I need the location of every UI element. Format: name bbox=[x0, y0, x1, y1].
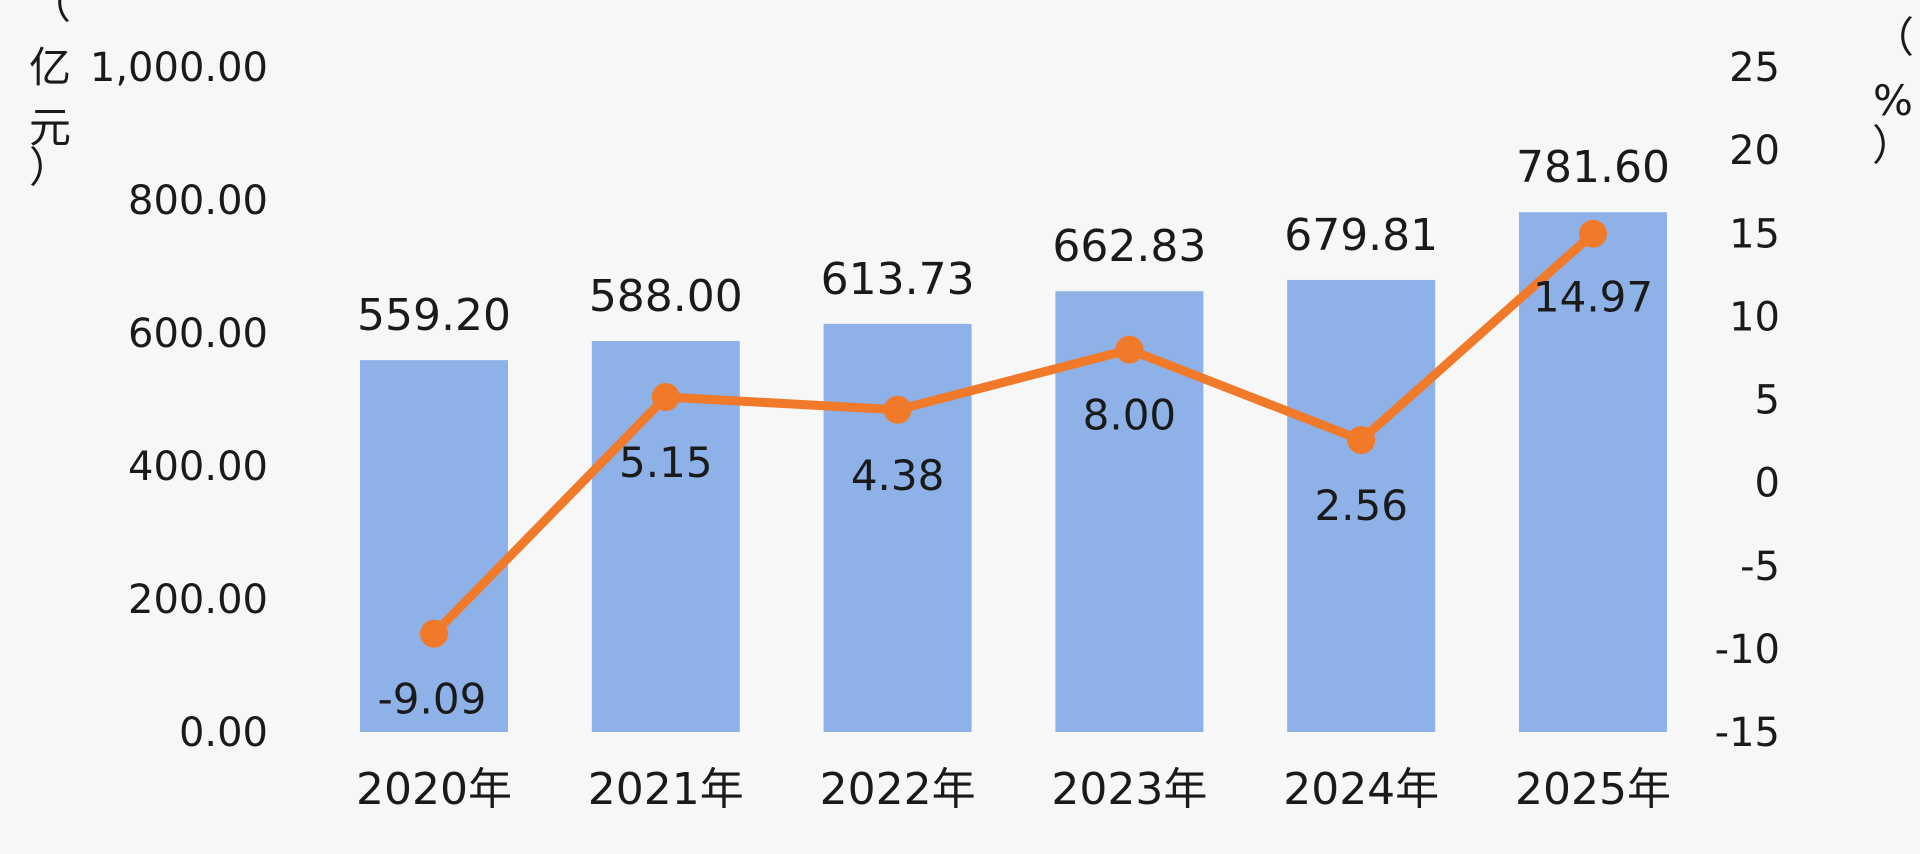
bar-value-label-4: 679.81 bbox=[1284, 210, 1438, 261]
y-right-axis-title-0: （ bbox=[1872, 13, 1914, 62]
y-right-axis-title-1: % bbox=[1873, 76, 1913, 125]
bar-value-label-1: 588.00 bbox=[589, 271, 743, 322]
growth-value-label-3: 8.00 bbox=[1083, 391, 1177, 440]
growth-value-label-4: 2.56 bbox=[1314, 481, 1408, 530]
bar-2 bbox=[823, 323, 972, 732]
bar-value-label-2: 613.73 bbox=[821, 254, 975, 305]
growth-value-label-1: 5.15 bbox=[619, 438, 713, 487]
y-right-tick-2: -5 bbox=[1740, 544, 1780, 590]
x-tick-label-0: 2020年 bbox=[356, 764, 512, 815]
bar-0 bbox=[360, 360, 508, 732]
y-right-tick-5: 10 bbox=[1729, 294, 1780, 340]
growth-point-1 bbox=[651, 383, 680, 412]
bar-5 bbox=[1519, 212, 1667, 733]
y-left-axis-title-2: 元 bbox=[29, 103, 71, 152]
y-right-tick-3: 0 bbox=[1755, 461, 1780, 507]
growth-value-label-0: -9.09 bbox=[378, 675, 487, 724]
growth-point-2 bbox=[883, 395, 912, 424]
y-right-tick-0: -15 bbox=[1715, 710, 1780, 756]
growth-point-0 bbox=[420, 619, 448, 648]
growth-point-3 bbox=[1115, 335, 1144, 364]
x-tick-label-5: 2025年 bbox=[1515, 764, 1671, 815]
y-right-tick-8: 25 bbox=[1729, 45, 1780, 91]
x-tick-label-1: 2021年 bbox=[588, 764, 744, 815]
growth-value-label-5: 14.97 bbox=[1533, 273, 1653, 322]
y-right-tick-7: 20 bbox=[1729, 128, 1780, 174]
bar-value-label-0: 559.20 bbox=[357, 290, 511, 341]
y-left-axis-title-1: 亿 bbox=[29, 43, 71, 92]
growth-point-5 bbox=[1579, 219, 1607, 248]
growth-line bbox=[429, 229, 1598, 639]
y-left-tick-2: 400.00 bbox=[128, 444, 268, 490]
y-right-tick-4: 5 bbox=[1755, 378, 1780, 424]
bar-value-label-5: 781.60 bbox=[1516, 142, 1670, 193]
y-left-tick-5: 1,000.00 bbox=[90, 45, 268, 91]
growth-point-4 bbox=[1347, 426, 1376, 455]
y-left-axis-title-3: ） bbox=[29, 143, 71, 192]
x-tick-label-4: 2024年 bbox=[1283, 764, 1439, 815]
y-left-tick-3: 600.00 bbox=[128, 311, 268, 357]
growth-value-label-2: 4.38 bbox=[851, 451, 945, 500]
bar-4 bbox=[1287, 279, 1436, 732]
y-left-tick-1: 200.00 bbox=[128, 577, 268, 623]
bar-value-label-3: 662.83 bbox=[1052, 221, 1206, 272]
y-left-tick-0: 0.00 bbox=[179, 710, 268, 756]
x-tick-label-2: 2022年 bbox=[820, 764, 976, 815]
y-right-tick-1: -10 bbox=[1715, 627, 1780, 673]
y-right-axis-title-2: ） bbox=[1872, 121, 1914, 170]
y-right-tick-6: 15 bbox=[1729, 211, 1780, 257]
y-left-axis-title-0: （ bbox=[29, 0, 71, 28]
y-left-tick-4: 800.00 bbox=[128, 178, 268, 224]
x-tick-label-3: 2023年 bbox=[1051, 764, 1207, 815]
